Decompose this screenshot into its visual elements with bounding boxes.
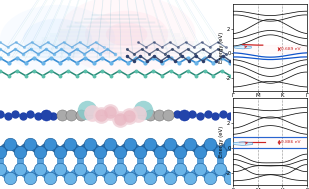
Y-axis label: Energy (eV): Energy (eV) bbox=[219, 32, 224, 63]
Text: 0.689 eV: 0.689 eV bbox=[281, 47, 301, 51]
Ellipse shape bbox=[85, 11, 168, 58]
Ellipse shape bbox=[106, 23, 147, 46]
Ellipse shape bbox=[57, 0, 196, 74]
Y-axis label: Energy (eV): Energy (eV) bbox=[219, 126, 224, 157]
Bar bbox=[233, 45, 307, 53]
Text: 0.886 eV: 0.886 eV bbox=[281, 140, 301, 144]
Ellipse shape bbox=[23, 19, 92, 60]
Ellipse shape bbox=[0, 5, 115, 74]
Bar bbox=[233, 137, 307, 148]
